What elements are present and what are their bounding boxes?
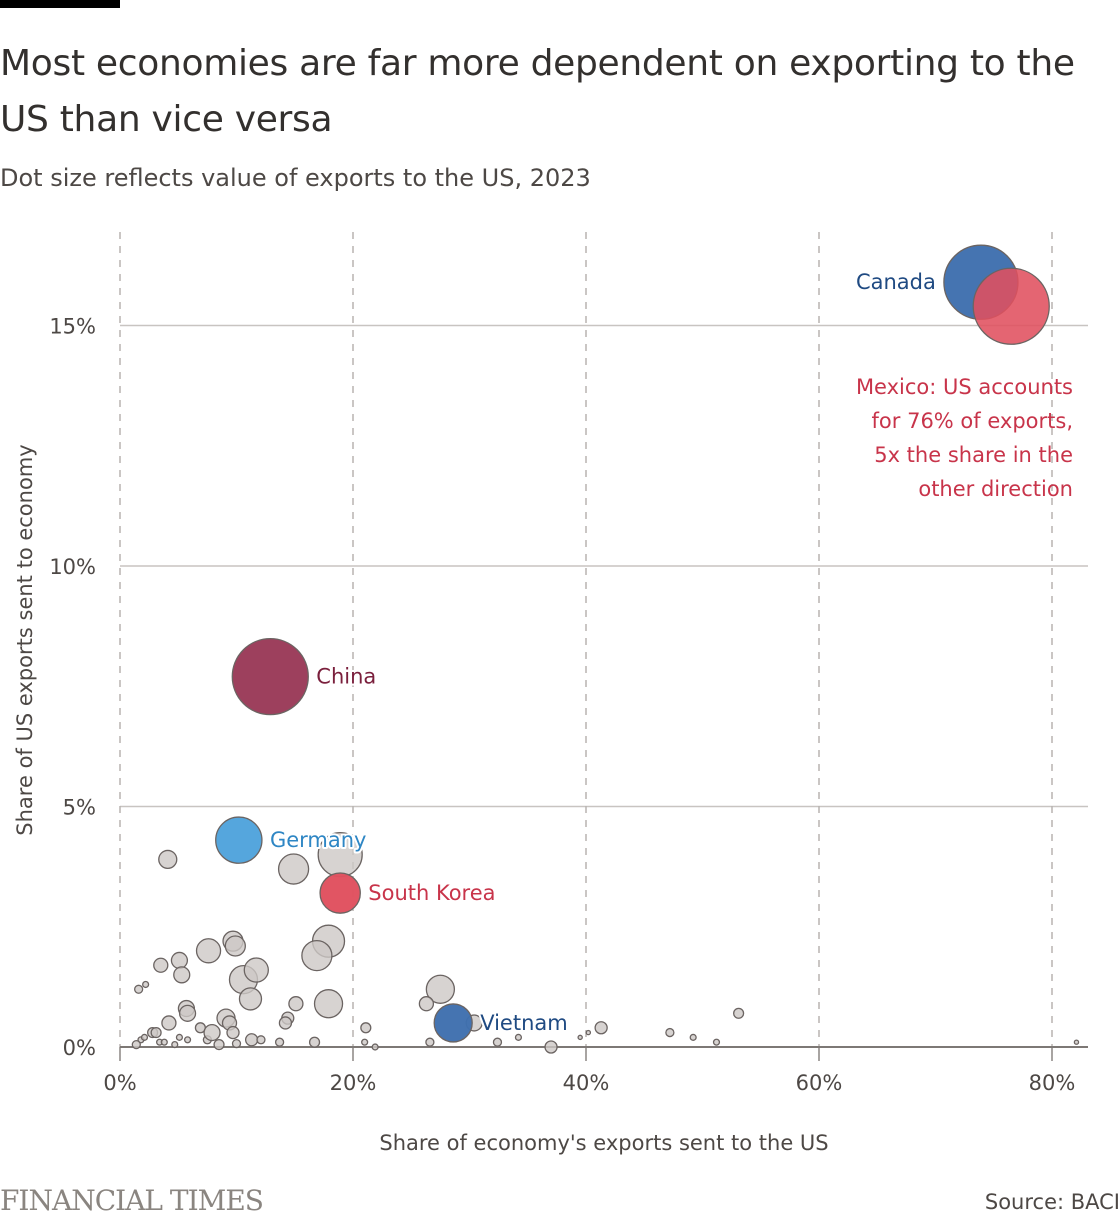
vietnam-dot	[433, 1003, 473, 1043]
mexico-dot	[972, 267, 1050, 345]
other-economies-dots	[131, 831, 1080, 1054]
other-economy-dot	[173, 966, 191, 984]
x-tick-label: 80%	[1029, 1071, 1076, 1095]
other-economy-dot	[131, 1039, 141, 1050]
x-tick-label: 60%	[796, 1071, 843, 1095]
other-economy-dot	[301, 939, 333, 972]
annotation-line: other direction	[918, 477, 1073, 501]
other-economy-dot	[514, 1033, 523, 1041]
other-economy-dot	[425, 1037, 435, 1047]
point-labels: Canada China Germany South Korea Vietnam	[268, 268, 938, 1037]
other-economy-dot	[361, 1038, 369, 1046]
financial-times-logo: FINANCIAL TIMES	[0, 1184, 264, 1217]
other-economy-dot	[238, 987, 263, 1011]
other-economy-dot	[308, 1036, 321, 1048]
chart-subtitle: Dot size reflects value of exports to th…	[0, 164, 591, 192]
vietnam-label: Vietnam	[480, 1011, 568, 1035]
china-label: China	[316, 665, 376, 689]
other-economy-dot	[195, 938, 222, 964]
mexico-annotation: Mexico: US accounts for 76% of exports, 5x…	[856, 375, 1073, 501]
other-economy-dot	[150, 1026, 162, 1039]
annotation-line: 5x the share in the	[874, 443, 1073, 467]
other-economy-dot	[224, 935, 246, 957]
other-economy-dot	[288, 996, 304, 1012]
other-economy-dot	[203, 1023, 221, 1042]
other-economy-dot	[231, 1038, 242, 1049]
south-korea-label: South Korea	[368, 881, 495, 905]
other-economy-dot	[577, 1034, 583, 1041]
other-economy-dot	[160, 1038, 168, 1046]
other-economy-dot	[243, 957, 269, 983]
y-tick-label: 10%	[49, 555, 96, 579]
other-economy-dot	[226, 1025, 240, 1040]
x-axis-title: Share of economy's exports sent to the U…	[379, 1131, 828, 1155]
other-economy-dot	[712, 1038, 721, 1046]
other-economy-dot	[170, 951, 189, 970]
other-economy-dot	[134, 984, 144, 994]
china-dot	[231, 637, 309, 716]
germany-label: Germany	[270, 828, 367, 852]
other-economy-dot	[277, 853, 310, 885]
other-economy-dot	[244, 1033, 259, 1047]
y-tick-label: 0%	[63, 1036, 96, 1060]
other-economy-dot	[140, 1033, 149, 1041]
other-economy-dot	[278, 1016, 293, 1030]
other-economy-dot	[175, 1033, 184, 1041]
other-economy-dot	[158, 849, 178, 870]
other-economy-dot	[733, 1007, 745, 1019]
germany-dot	[215, 816, 263, 864]
chart-title: Most economies are far more dependent on…	[0, 43, 1075, 140]
other-economy-dot	[313, 989, 344, 1019]
x-tick-label: 0%	[103, 1071, 136, 1095]
other-economy-dot	[492, 1037, 503, 1047]
x-tick-label: 40%	[563, 1071, 610, 1095]
x-tick-label: 20%	[330, 1071, 377, 1095]
y-tick-label: 15%	[49, 315, 96, 339]
other-economy-dot	[371, 1043, 379, 1051]
highlighted-economies-dots	[215, 244, 1050, 1043]
y-tick-label: 5%	[63, 796, 96, 820]
other-economy-dot	[256, 1035, 266, 1045]
other-economy-dot	[544, 1040, 558, 1054]
annotation-line: Mexico: US accounts	[856, 375, 1073, 399]
other-economy-dot	[213, 1038, 225, 1051]
other-economy-dot	[665, 1027, 675, 1038]
other-economy-dot	[142, 980, 150, 989]
south-korea-dot	[319, 872, 361, 914]
axes: 0% 5% 10% 15% 0% 20% 40% 60% 80%	[49, 315, 1088, 1095]
y-axis-title: Share of US exports sent to economy	[13, 444, 37, 835]
other-economy-dot	[585, 1029, 592, 1036]
gridlines	[119, 232, 1088, 1047]
other-economy-dot	[183, 1036, 192, 1044]
other-economy-dot	[171, 1041, 179, 1049]
source-note: Source: BACI	[984, 1190, 1120, 1214]
brand-bar	[0, 0, 120, 8]
other-economy-dot	[594, 1021, 608, 1035]
canada-label: Canada	[856, 270, 936, 294]
other-economy-dot	[418, 996, 435, 1012]
other-economy-dot	[178, 1004, 197, 1022]
other-economy-dot	[274, 1037, 285, 1047]
other-economy-dot	[161, 1015, 177, 1031]
annotation-line: for 76% of exports,	[872, 409, 1073, 433]
other-economy-dot	[360, 1022, 372, 1034]
other-economy-dot	[425, 974, 456, 1004]
other-economy-dot	[1073, 1039, 1080, 1045]
other-economy-dot	[689, 1033, 697, 1041]
other-economy-dot	[153, 957, 169, 973]
